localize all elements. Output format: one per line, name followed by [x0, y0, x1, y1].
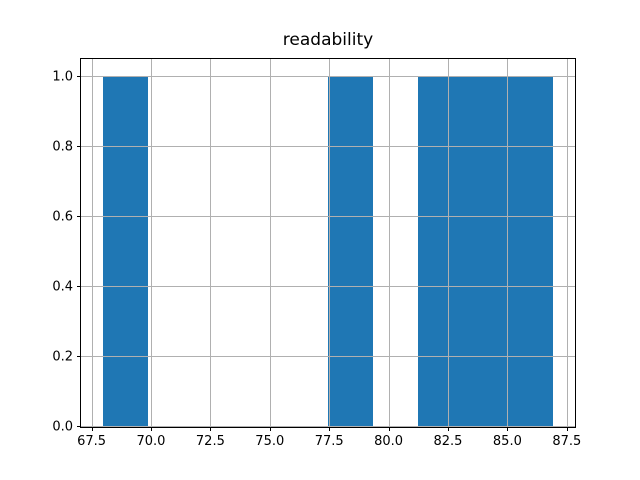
histogram-bar — [462, 76, 508, 427]
y-tick-label: 0.0 — [52, 419, 73, 435]
x-tick-label: 87.5 — [552, 434, 582, 449]
x-tick-label: 80.0 — [374, 434, 404, 449]
histogram-bar — [103, 76, 149, 427]
x-tick-label: 70.0 — [136, 434, 166, 449]
y-tick-label: 1.0 — [52, 69, 73, 85]
x-tick — [210, 427, 212, 431]
y-gridline — [81, 145, 575, 147]
y-tick — [77, 285, 81, 287]
plot-area: 67.5 70.0 72.5 75.0 77.5 80.0 82.5 85.0 87.5 0.0 0… — [52, 58, 581, 449]
y-gridline — [81, 426, 575, 427]
y-gridline — [81, 75, 575, 77]
x-tick — [91, 427, 93, 431]
y-tick-label: 0.6 — [52, 209, 73, 225]
x-tick — [566, 427, 568, 431]
x-tick — [150, 427, 152, 431]
x-gridline — [329, 59, 331, 427]
histogram-bar — [417, 76, 463, 427]
y-tick — [77, 215, 81, 217]
ticks-layer: 67.5 70.0 72.5 75.0 77.5 80.0 82.5 85.0 87.5 0.0 0… — [52, 59, 581, 449]
x-tick-label: 67.5 — [77, 434, 107, 449]
x-tick — [388, 427, 390, 431]
y-gridline — [81, 215, 575, 217]
x-gridline — [566, 59, 568, 427]
x-tick — [447, 427, 449, 431]
y-tick — [77, 145, 81, 147]
x-tick-label: 77.5 — [314, 434, 344, 449]
x-tick-label: 82.5 — [433, 434, 463, 449]
x-tick — [507, 427, 509, 431]
x-tick — [269, 427, 271, 431]
x-tick-label: 75.0 — [255, 434, 285, 449]
chart-title: readability — [282, 30, 374, 50]
histogram-bar — [328, 76, 373, 427]
x-tick-label: 85.0 — [492, 434, 522, 449]
y-gridline — [81, 355, 575, 357]
x-tick-label: 72.5 — [195, 434, 225, 449]
bars-layer — [81, 59, 575, 427]
y-tick — [77, 75, 81, 77]
grid-layer — [81, 59, 575, 427]
y-tick — [77, 426, 81, 427]
y-tick-label: 0.2 — [52, 349, 73, 365]
y-gridline — [81, 285, 575, 287]
histogram-bar — [507, 76, 553, 427]
x-tick — [329, 427, 331, 431]
x-gridline — [91, 59, 93, 427]
x-gridline — [210, 59, 212, 427]
x-gridline — [507, 59, 509, 427]
y-tick-label: 0.4 — [52, 279, 73, 295]
x-gridline — [447, 59, 449, 427]
x-gridline — [388, 59, 390, 427]
x-gridline — [269, 59, 271, 427]
y-tick — [77, 355, 81, 357]
y-tick-label: 0.8 — [52, 139, 73, 155]
x-gridline — [150, 59, 152, 427]
